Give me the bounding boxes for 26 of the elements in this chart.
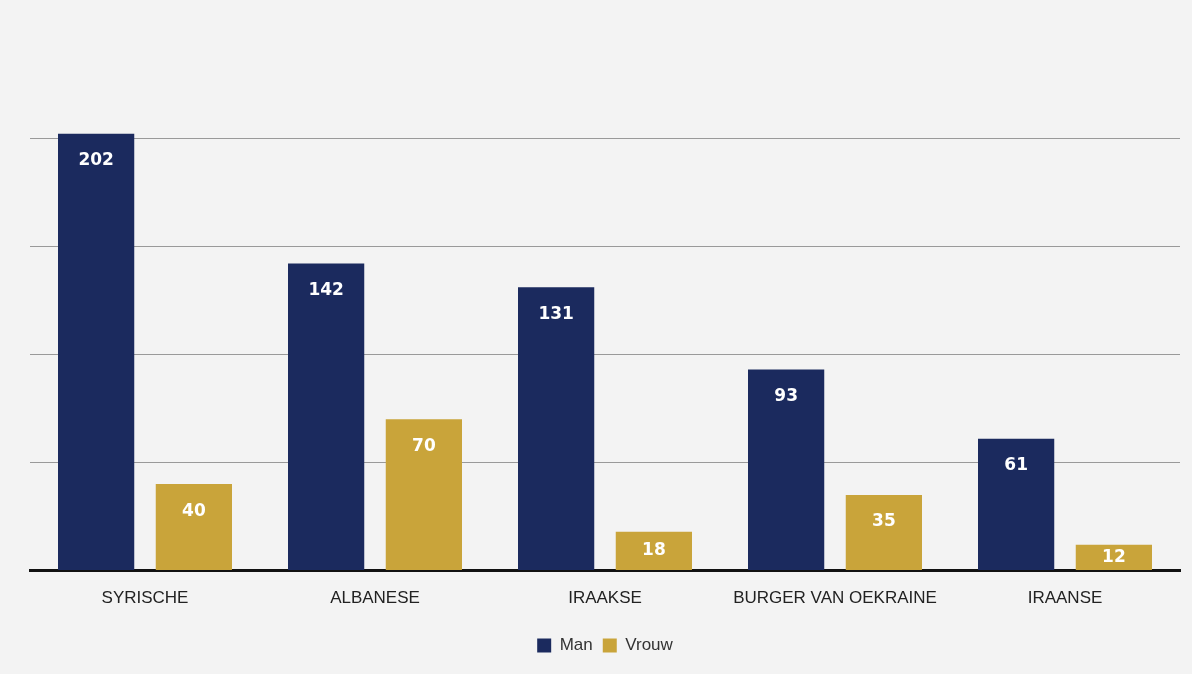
data-label: 70 [412, 434, 436, 455]
data-label: 93 [774, 384, 798, 405]
data-label: 35 [872, 510, 896, 531]
data-label: 12 [1102, 545, 1126, 566]
bar [978, 438, 1055, 571]
legend-label: Man [559, 635, 593, 655]
bar [155, 484, 232, 571]
bar [518, 287, 595, 571]
x-tick-label: ALBANESE [330, 588, 420, 608]
data-label: 61 [1004, 454, 1028, 475]
data-label: 18 [642, 539, 666, 560]
data-label: 142 [308, 278, 344, 299]
bar [288, 263, 365, 571]
bar [845, 494, 922, 571]
x-tick-label: BURGER VAN OEKRAINE [733, 588, 937, 608]
bar [58, 133, 135, 571]
bar [615, 531, 692, 571]
data-label: 202 [78, 149, 114, 170]
x-tick-label: IRAANSE [1027, 588, 1103, 608]
data-label: 40 [182, 499, 206, 520]
x-tick-label: IRAAKSE [568, 588, 642, 608]
bar [748, 369, 825, 571]
x-tick-label: SYRISCHE [101, 588, 189, 608]
bar [385, 419, 462, 571]
legend-label: Vrouw [625, 635, 674, 655]
data-label: 131 [538, 302, 574, 323]
